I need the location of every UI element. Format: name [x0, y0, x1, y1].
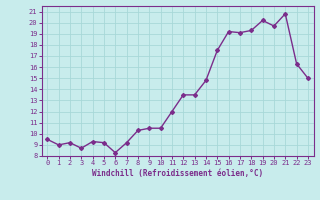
X-axis label: Windchill (Refroidissement éolien,°C): Windchill (Refroidissement éolien,°C) — [92, 169, 263, 178]
